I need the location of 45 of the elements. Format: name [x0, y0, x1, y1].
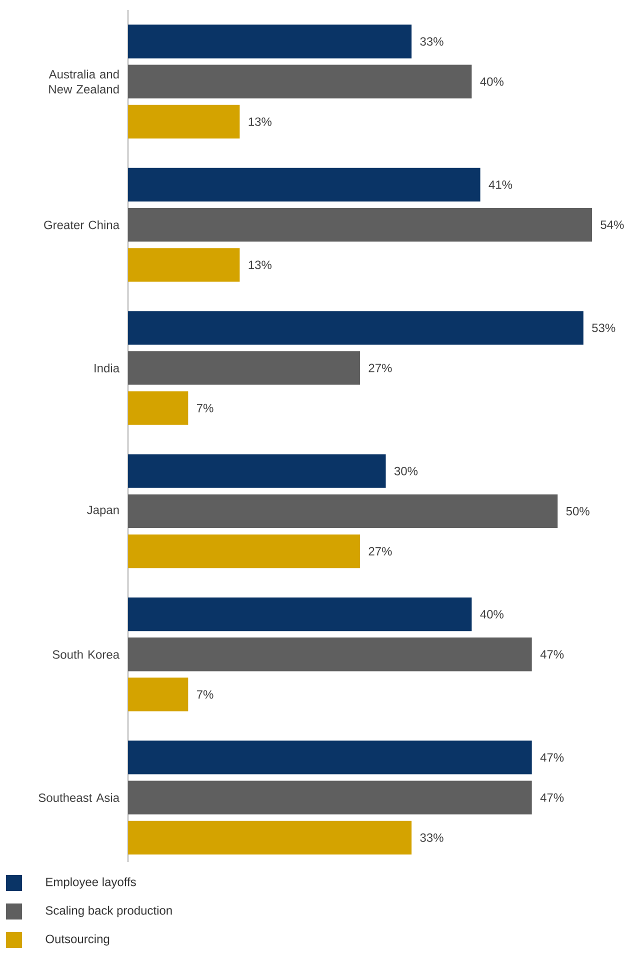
- bar: [128, 740, 532, 774]
- bar: [128, 678, 188, 712]
- data-label: 41%: [488, 180, 512, 189]
- data-label: 54%: [600, 220, 624, 230]
- bar: [128, 780, 532, 814]
- bar: [128, 104, 240, 139]
- bar: [128, 597, 472, 632]
- bar: [128, 311, 584, 345]
- y-tick-label: Southeast Asia: [38, 793, 120, 802]
- y-tick-label: India: [94, 364, 120, 372]
- data-label: 33%: [420, 37, 444, 46]
- data-label: 50%: [566, 506, 590, 516]
- bar: [128, 638, 532, 672]
- bar: [128, 248, 240, 282]
- data-label: 40%: [480, 77, 504, 86]
- data-label: 40%: [480, 610, 504, 619]
- legend-label: Scaling back production: [46, 906, 172, 918]
- bar: [128, 208, 592, 242]
- y-tick-label: Australia and New Zealand: [48, 70, 119, 94]
- data-label: 27%: [368, 364, 392, 372]
- bar: [128, 391, 188, 425]
- data-label: 53%: [592, 324, 616, 332]
- legend-label: Employee layoffs: [46, 877, 136, 889]
- bar: [128, 168, 480, 202]
- legend-label: Outsourcing: [46, 934, 110, 946]
- y-tick-label: Japan: [87, 506, 119, 517]
- data-label: 13%: [248, 260, 272, 270]
- bar: [128, 24, 412, 58]
- bar: [128, 534, 360, 568]
- data-label: 47%: [540, 650, 564, 659]
- data-label: 7%: [196, 690, 214, 699]
- bar: [128, 351, 360, 385]
- bar: [128, 820, 412, 854]
- data-label: 47%: [540, 793, 564, 802]
- data-label: 13%: [248, 117, 272, 126]
- data-label: 47%: [540, 753, 564, 762]
- data-label: 33%: [420, 833, 444, 842]
- y-tick-label: South Korea: [52, 650, 120, 659]
- data-label: 27%: [368, 547, 392, 556]
- bar: [128, 64, 472, 98]
- y-tick-label: Greater China: [44, 220, 120, 230]
- bar: [128, 454, 386, 488]
- data-label: 30%: [394, 466, 418, 476]
- bar: [128, 494, 558, 528]
- data-label: 7%: [196, 404, 214, 412]
